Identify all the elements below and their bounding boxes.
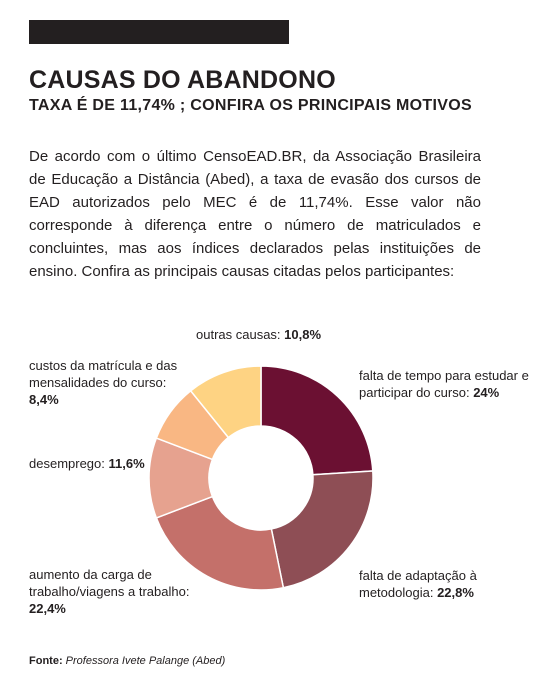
slice-value: 22,8% (437, 585, 474, 600)
label-aumento-carga: aumento da carga de trabalho/viagens a t… (29, 566, 199, 617)
slice-label: desemprego: (29, 456, 105, 471)
body-text: De acordo com o último CensoEAD.BR, da A… (29, 148, 481, 280)
slice-value: 24% (473, 385, 500, 400)
slice-label: falta de adaptação à metodologia: (359, 568, 477, 600)
label-falta-adaptacao: falta de adaptação à metodologia: 22,8% (359, 567, 499, 601)
slice-value: 8,4% (29, 392, 59, 407)
source-key: Fonte: (29, 655, 63, 667)
slice-label: aumento da carga de trabalho/viagens a t… (29, 567, 190, 599)
page-title: CAUSAS DO ABANDONO (29, 66, 336, 94)
source-note: Fonte: Professora Ivete Palange (Abed) (29, 655, 225, 667)
slice-label: falta de tempo para estudar e participar… (359, 368, 529, 400)
label-outras-causas: outras causas: 10,8% (196, 326, 321, 343)
donut-slice-1 (270, 470, 374, 589)
donut-slice-3 (148, 437, 214, 519)
slice-value: 22,4% (29, 601, 66, 616)
label-desemprego: desemprego: 11,6% (29, 455, 145, 472)
label-falta-de-tempo: falta de tempo para estudar e participar… (359, 367, 529, 401)
donut-slice-0 (260, 365, 374, 476)
slice-label: outras causas: (196, 327, 281, 342)
page-subtitle: TAXA É DE 11,74% ; CONFIRA OS PRINCIPAIS… (29, 97, 472, 114)
slice-value: 11,6% (108, 456, 145, 471)
donut-slice-5 (189, 365, 262, 439)
slice-value: 10,8% (284, 327, 322, 342)
slice-label: custos da matrícula e das mensalidades d… (29, 358, 178, 390)
source-value: Professora Ivete Palange (Abed) (65, 655, 226, 667)
label-custos: custos da matrícula e das mensalidades d… (29, 357, 189, 408)
header-bar (29, 20, 289, 44)
